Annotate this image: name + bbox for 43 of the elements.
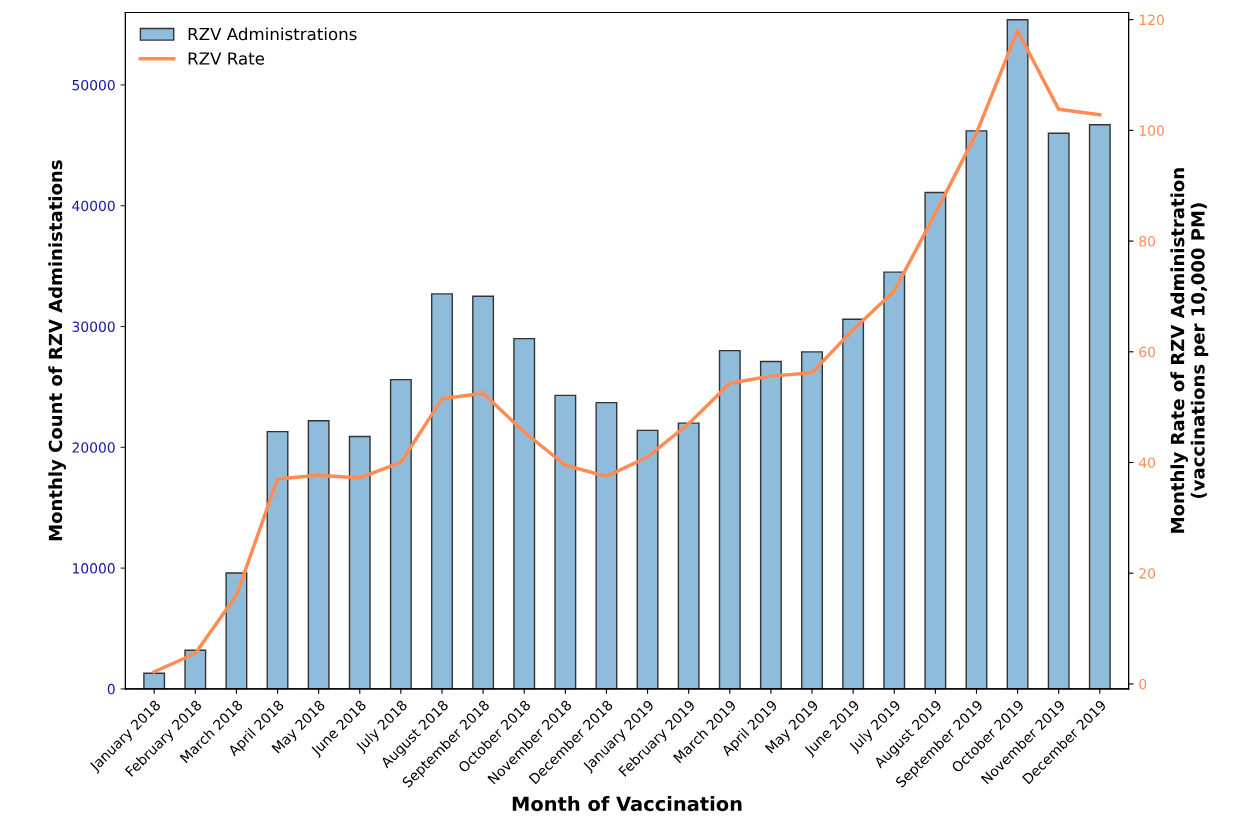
legend-label: RZV Administrations bbox=[188, 27, 357, 41]
bar bbox=[431, 293, 453, 689]
y2-tick-label: 80 bbox=[1139, 236, 1156, 247]
bar bbox=[965, 130, 988, 689]
bar bbox=[801, 351, 823, 689]
bar bbox=[554, 394, 577, 689]
bar bbox=[472, 295, 495, 689]
y2-tick-label: 0 bbox=[1139, 678, 1147, 690]
bar bbox=[348, 435, 371, 689]
bar bbox=[759, 360, 782, 689]
y2-tick-label: 120 bbox=[1139, 14, 1164, 26]
bar bbox=[307, 420, 330, 689]
bar bbox=[225, 572, 248, 689]
bar bbox=[513, 337, 536, 689]
y-axis-title: Monthly Count of RZV Administations bbox=[48, 160, 66, 541]
y2-tick-label: 20 bbox=[1139, 568, 1156, 579]
y2-tick-label: 40 bbox=[1139, 457, 1156, 468]
y2-axis-title: Monthly Rate of RZV Administration (vaccinations per 10,000 PM) bbox=[1170, 168, 1209, 533]
legend-label: RZV Rate bbox=[188, 52, 265, 65]
bar bbox=[595, 401, 618, 689]
bar bbox=[143, 672, 166, 689]
bar bbox=[924, 191, 947, 689]
y-tick-label: 30000 bbox=[72, 321, 115, 332]
bar bbox=[389, 378, 412, 689]
y-tick-label: 10000 bbox=[73, 563, 115, 574]
x-axis-title: Month of Vaccination bbox=[512, 796, 742, 812]
y-tick-label: 20000 bbox=[72, 442, 115, 453]
line-series bbox=[152, 28, 1102, 674]
bar bbox=[1047, 132, 1070, 689]
y-tick-label: 0 bbox=[107, 683, 115, 695]
y2-tick-label: 60 bbox=[1139, 346, 1156, 358]
y2-tick-label: 100 bbox=[1139, 125, 1164, 136]
bar bbox=[1006, 19, 1029, 689]
bar bbox=[842, 318, 865, 689]
bar bbox=[266, 430, 289, 689]
bar bbox=[677, 422, 700, 689]
y-tick-label: 40000 bbox=[72, 200, 115, 212]
bar bbox=[718, 349, 741, 689]
bar bbox=[883, 271, 906, 689]
y-tick-label: 50000 bbox=[72, 79, 115, 91]
bar bbox=[1088, 124, 1111, 689]
bar bbox=[636, 429, 659, 689]
bar bbox=[184, 649, 207, 689]
